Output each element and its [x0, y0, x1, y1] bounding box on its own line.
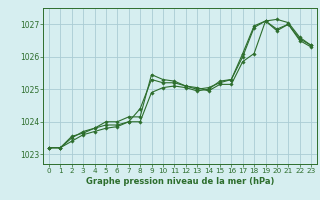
X-axis label: Graphe pression niveau de la mer (hPa): Graphe pression niveau de la mer (hPa): [86, 177, 274, 186]
